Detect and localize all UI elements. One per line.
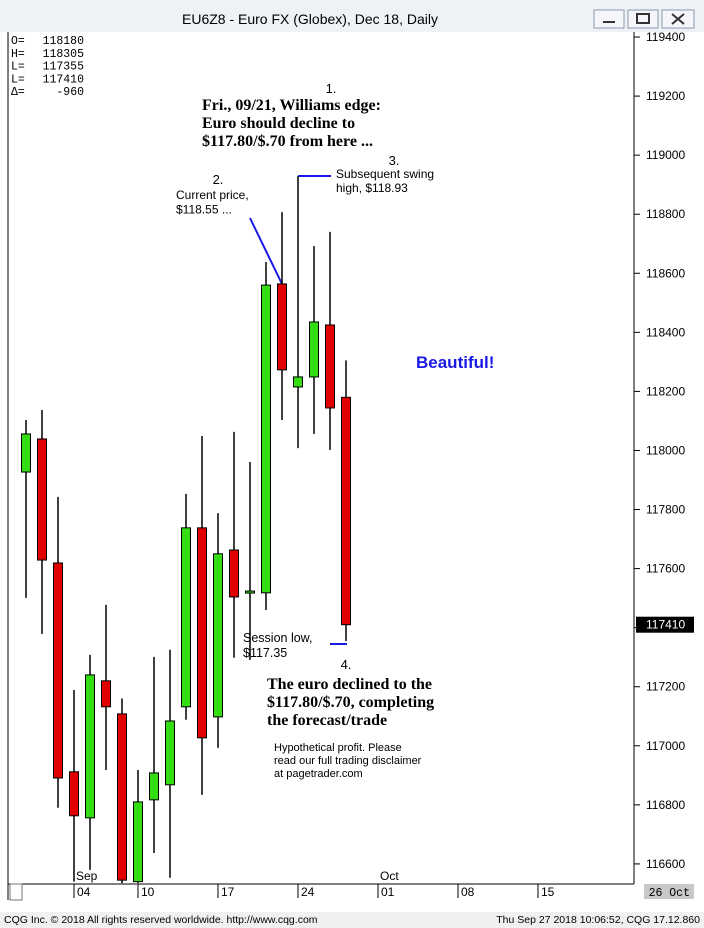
annotation-number: 1. xyxy=(326,81,337,96)
info-value: 117410 xyxy=(43,73,85,86)
candle-body xyxy=(261,284,271,594)
candle-body xyxy=(245,590,255,594)
candle-body xyxy=(69,771,79,817)
x-end-label: 26 Oct xyxy=(649,887,690,900)
annotation-text: $118.55 ... xyxy=(176,203,232,217)
info-value: -960 xyxy=(56,86,84,99)
annotation-text: Euro should decline to xyxy=(202,115,355,132)
annotation-text: the forecast/trade xyxy=(267,712,387,729)
x-end-box xyxy=(644,884,694,899)
x-tick-label: 04 xyxy=(77,885,91,899)
candle-body xyxy=(293,376,303,388)
candle-body xyxy=(325,324,335,409)
annotation-text: $117.80/$.70 from here ... xyxy=(202,133,373,150)
annotation-text: The euro declined to the xyxy=(267,676,432,693)
x-tick-label: 10 xyxy=(141,885,155,899)
y-tick-label: 117000 xyxy=(646,739,685,753)
note-text: Session low, xyxy=(243,631,312,645)
y-tick-label: 118800 xyxy=(646,207,685,221)
annotation-number: 2. xyxy=(213,172,224,187)
maximize-icon xyxy=(636,13,650,24)
annotation-number: 3. xyxy=(389,153,400,168)
footer-bar xyxy=(0,912,704,928)
x-tick-label: 01 xyxy=(381,885,395,899)
scroll-box[interactable] xyxy=(9,883,23,901)
footer-right: Thu Sep 27 2018 10:06:52, CQG 17.12.860 xyxy=(496,914,700,926)
note-text: at pagetrader.com xyxy=(274,768,363,780)
info-label: L= xyxy=(11,61,25,74)
pointer-line xyxy=(249,217,283,285)
last-price-label: 117410 xyxy=(646,618,685,632)
footer-left: CQG Inc. © 2018 All rights reserved worl… xyxy=(4,914,318,926)
candle-body xyxy=(277,283,287,371)
plot-clip: 1166001168001170001172001174001176001178… xyxy=(21,30,685,884)
x-tick-label: 15 xyxy=(541,885,555,899)
x-tick-label: 24 xyxy=(301,885,315,899)
candle-body xyxy=(133,801,143,883)
x-tick-label: 08 xyxy=(461,885,475,899)
y-tick-label: 117800 xyxy=(646,503,685,517)
candle-body xyxy=(197,527,207,739)
candle-body xyxy=(341,396,351,626)
annotation-text: $117.80/$.70, completing xyxy=(267,694,434,711)
y-tick-label: 116800 xyxy=(646,798,685,812)
candle-body xyxy=(165,720,175,786)
window-buttons[interactable] xyxy=(593,9,695,29)
info-label: Δ= xyxy=(11,86,25,99)
note-text: read our full trading disclaimer xyxy=(274,755,422,767)
y-tick-label: 119200 xyxy=(646,89,685,103)
y-tick-label: 119400 xyxy=(646,30,685,44)
candle-body xyxy=(229,549,239,598)
annotation-text: Current price, xyxy=(176,188,249,202)
info-value: 118305 xyxy=(43,48,85,61)
chart-area xyxy=(0,32,704,912)
note-text: Hypothetical profit. Please xyxy=(274,742,402,754)
candle-body xyxy=(37,438,47,561)
y-tick-label: 118600 xyxy=(646,266,685,280)
x-tick-label: 17 xyxy=(221,885,235,899)
window-title: EU6Z8 - Euro FX (Globex), Dec 18, Daily xyxy=(182,11,438,27)
y-tick-label: 119000 xyxy=(646,148,685,162)
annotation-text: Fri., 09/21, Williams edge: xyxy=(202,97,381,114)
annotation-text: high, $118.93 xyxy=(336,181,408,195)
info-value: 117355 xyxy=(43,61,85,74)
candle-body xyxy=(309,321,319,378)
candle-body xyxy=(117,713,127,881)
month-label: Oct xyxy=(380,869,399,883)
candle-body xyxy=(213,553,223,718)
title-bar xyxy=(0,0,704,32)
note-text: Beautiful! xyxy=(416,353,494,372)
note-text: $117.35 xyxy=(243,646,287,660)
annotation-number: 4. xyxy=(341,657,352,672)
y-tick-label: 117600 xyxy=(646,562,685,576)
minimize-button[interactable] xyxy=(593,9,625,29)
maximize-button[interactable] xyxy=(627,9,659,29)
candle-body xyxy=(181,527,191,708)
info-label: H= xyxy=(11,48,25,61)
y-tick-label: 118000 xyxy=(646,443,685,457)
candle-body xyxy=(21,433,31,473)
candle-body xyxy=(149,772,159,801)
info-label: O= xyxy=(11,35,25,48)
info-label: L= xyxy=(11,73,25,86)
info-value: 118180 xyxy=(43,35,85,48)
candle-body xyxy=(101,680,111,708)
y-tick-label: 117200 xyxy=(646,680,685,694)
candle-body xyxy=(85,674,95,819)
month-label: Sep xyxy=(76,869,98,883)
y-tick-label: 118400 xyxy=(646,325,685,339)
last-price-box xyxy=(636,616,694,633)
y-tick-label: 118200 xyxy=(646,384,685,398)
close-icon xyxy=(671,13,685,25)
y-tick-label: 116600 xyxy=(646,857,685,871)
candle-body xyxy=(53,562,63,779)
annotation-text: Subsequent swing xyxy=(336,167,434,181)
